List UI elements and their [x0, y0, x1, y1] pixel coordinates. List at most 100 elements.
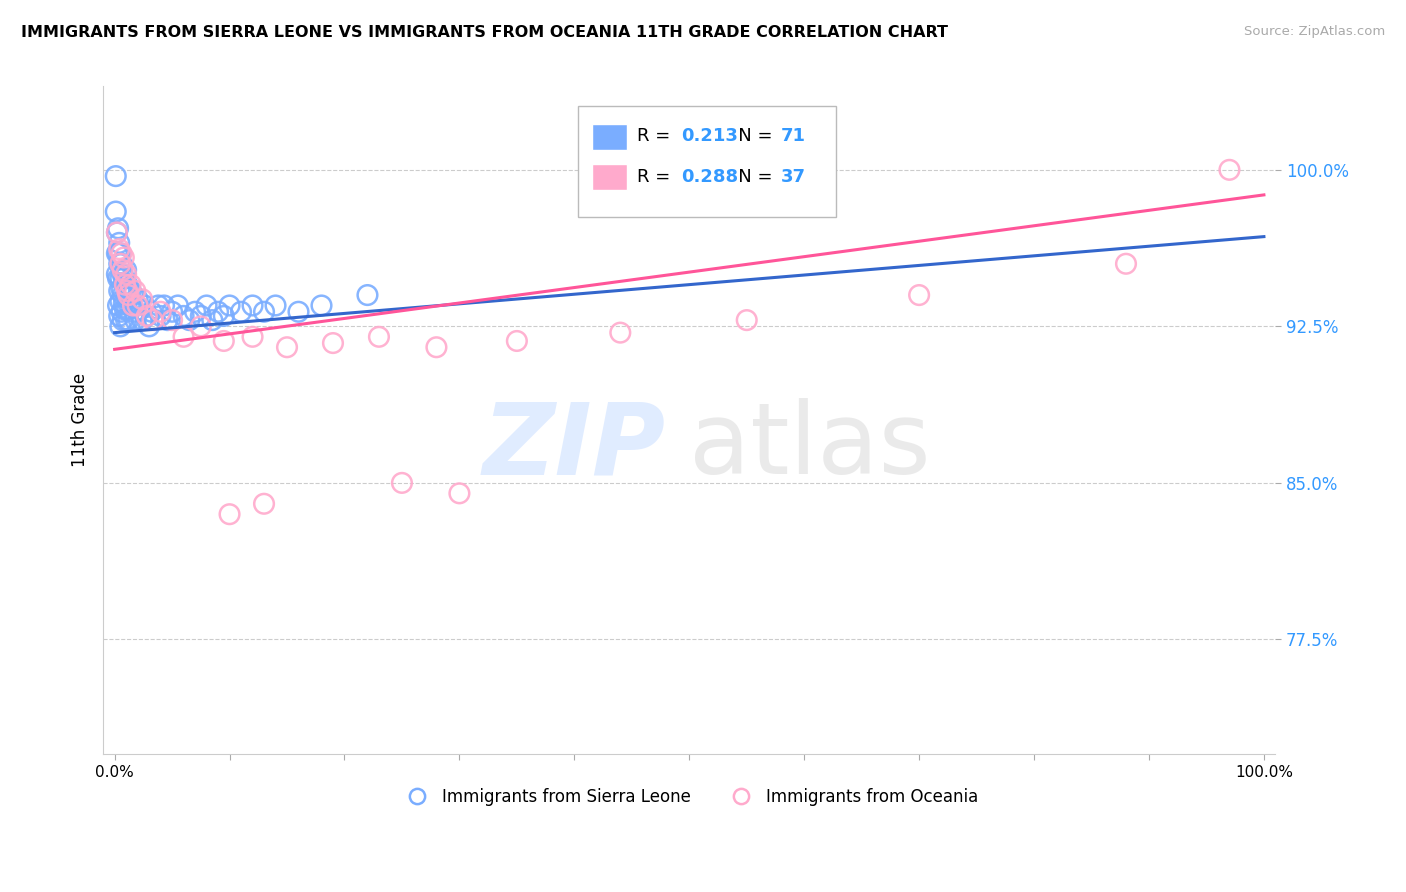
FancyBboxPatch shape — [578, 106, 835, 217]
Point — [110, 282, 132, 296]
Point — [138, 319, 160, 334]
Point — [115, 288, 138, 302]
Point — [190, 319, 212, 334]
Point — [173, 309, 195, 323]
Point — [112, 271, 135, 285]
Point — [391, 475, 413, 490]
Point — [148, 298, 170, 312]
Point — [114, 277, 136, 292]
Point — [111, 267, 134, 281]
Point — [135, 309, 157, 323]
Point — [104, 204, 127, 219]
Point — [149, 309, 172, 323]
Point — [117, 288, 139, 302]
Point — [121, 298, 143, 312]
Point — [218, 298, 240, 312]
Point — [311, 298, 333, 312]
Point — [111, 288, 134, 302]
Point — [120, 277, 142, 292]
Point — [110, 294, 132, 309]
Y-axis label: 11th Grade: 11th Grade — [72, 373, 89, 467]
Point — [117, 288, 139, 302]
Point — [1218, 162, 1240, 177]
Point — [124, 284, 146, 298]
Point — [195, 298, 218, 312]
Text: 71: 71 — [780, 128, 806, 145]
Point — [134, 298, 156, 312]
Point — [131, 313, 153, 327]
Point — [110, 305, 132, 319]
Point — [506, 334, 529, 348]
Point — [107, 298, 129, 312]
Point — [122, 298, 145, 312]
Point — [104, 169, 127, 183]
Point — [322, 336, 344, 351]
Point — [201, 313, 224, 327]
Point — [117, 277, 139, 292]
FancyBboxPatch shape — [592, 164, 627, 190]
Point — [108, 257, 131, 271]
Point — [122, 288, 145, 302]
Point — [117, 313, 139, 327]
Point — [184, 305, 207, 319]
Text: 0.288: 0.288 — [681, 168, 738, 186]
Text: 0.213: 0.213 — [681, 128, 738, 145]
Point — [229, 305, 252, 319]
Point — [115, 313, 138, 327]
Point — [218, 507, 240, 521]
Point — [111, 313, 134, 327]
Point — [253, 305, 276, 319]
FancyBboxPatch shape — [592, 124, 627, 150]
Point — [160, 305, 183, 319]
Point — [143, 313, 166, 327]
Point — [108, 284, 131, 298]
Point — [425, 340, 447, 354]
Point — [110, 246, 132, 260]
Point — [108, 235, 131, 250]
Point — [141, 305, 163, 319]
Point — [110, 271, 132, 285]
Point — [160, 313, 183, 327]
Point — [127, 292, 149, 306]
Text: 37: 37 — [780, 168, 806, 186]
Point — [105, 226, 128, 240]
Point — [110, 257, 132, 271]
Point — [111, 263, 134, 277]
Point — [117, 284, 139, 298]
Point — [153, 298, 176, 312]
Point — [105, 226, 128, 240]
Point — [112, 296, 135, 310]
Point — [242, 330, 264, 344]
Point — [112, 251, 135, 265]
Point — [107, 246, 129, 260]
Point — [107, 221, 129, 235]
Point — [609, 326, 631, 340]
Point — [149, 305, 172, 319]
Point — [124, 313, 146, 327]
Point — [179, 313, 201, 327]
Point — [131, 292, 153, 306]
Point — [276, 340, 298, 354]
Legend: Immigrants from Sierra Leone, Immigrants from Oceania: Immigrants from Sierra Leone, Immigrants… — [394, 781, 984, 813]
Point — [110, 257, 132, 271]
Point — [105, 246, 128, 260]
Point — [115, 263, 138, 277]
Point — [105, 267, 128, 281]
Point — [135, 309, 157, 323]
Point — [108, 242, 131, 256]
Point — [908, 288, 931, 302]
Point — [110, 246, 132, 260]
Point — [114, 277, 136, 292]
Point — [190, 309, 212, 323]
Point — [207, 305, 229, 319]
Point — [110, 319, 132, 334]
Point — [107, 271, 129, 285]
Text: R =: R = — [637, 128, 675, 145]
Point — [287, 305, 309, 319]
Point — [1115, 257, 1137, 271]
Point — [122, 305, 145, 319]
Point — [368, 330, 391, 344]
Text: atlas: atlas — [689, 399, 931, 495]
Point — [125, 298, 148, 312]
Point — [115, 267, 138, 281]
